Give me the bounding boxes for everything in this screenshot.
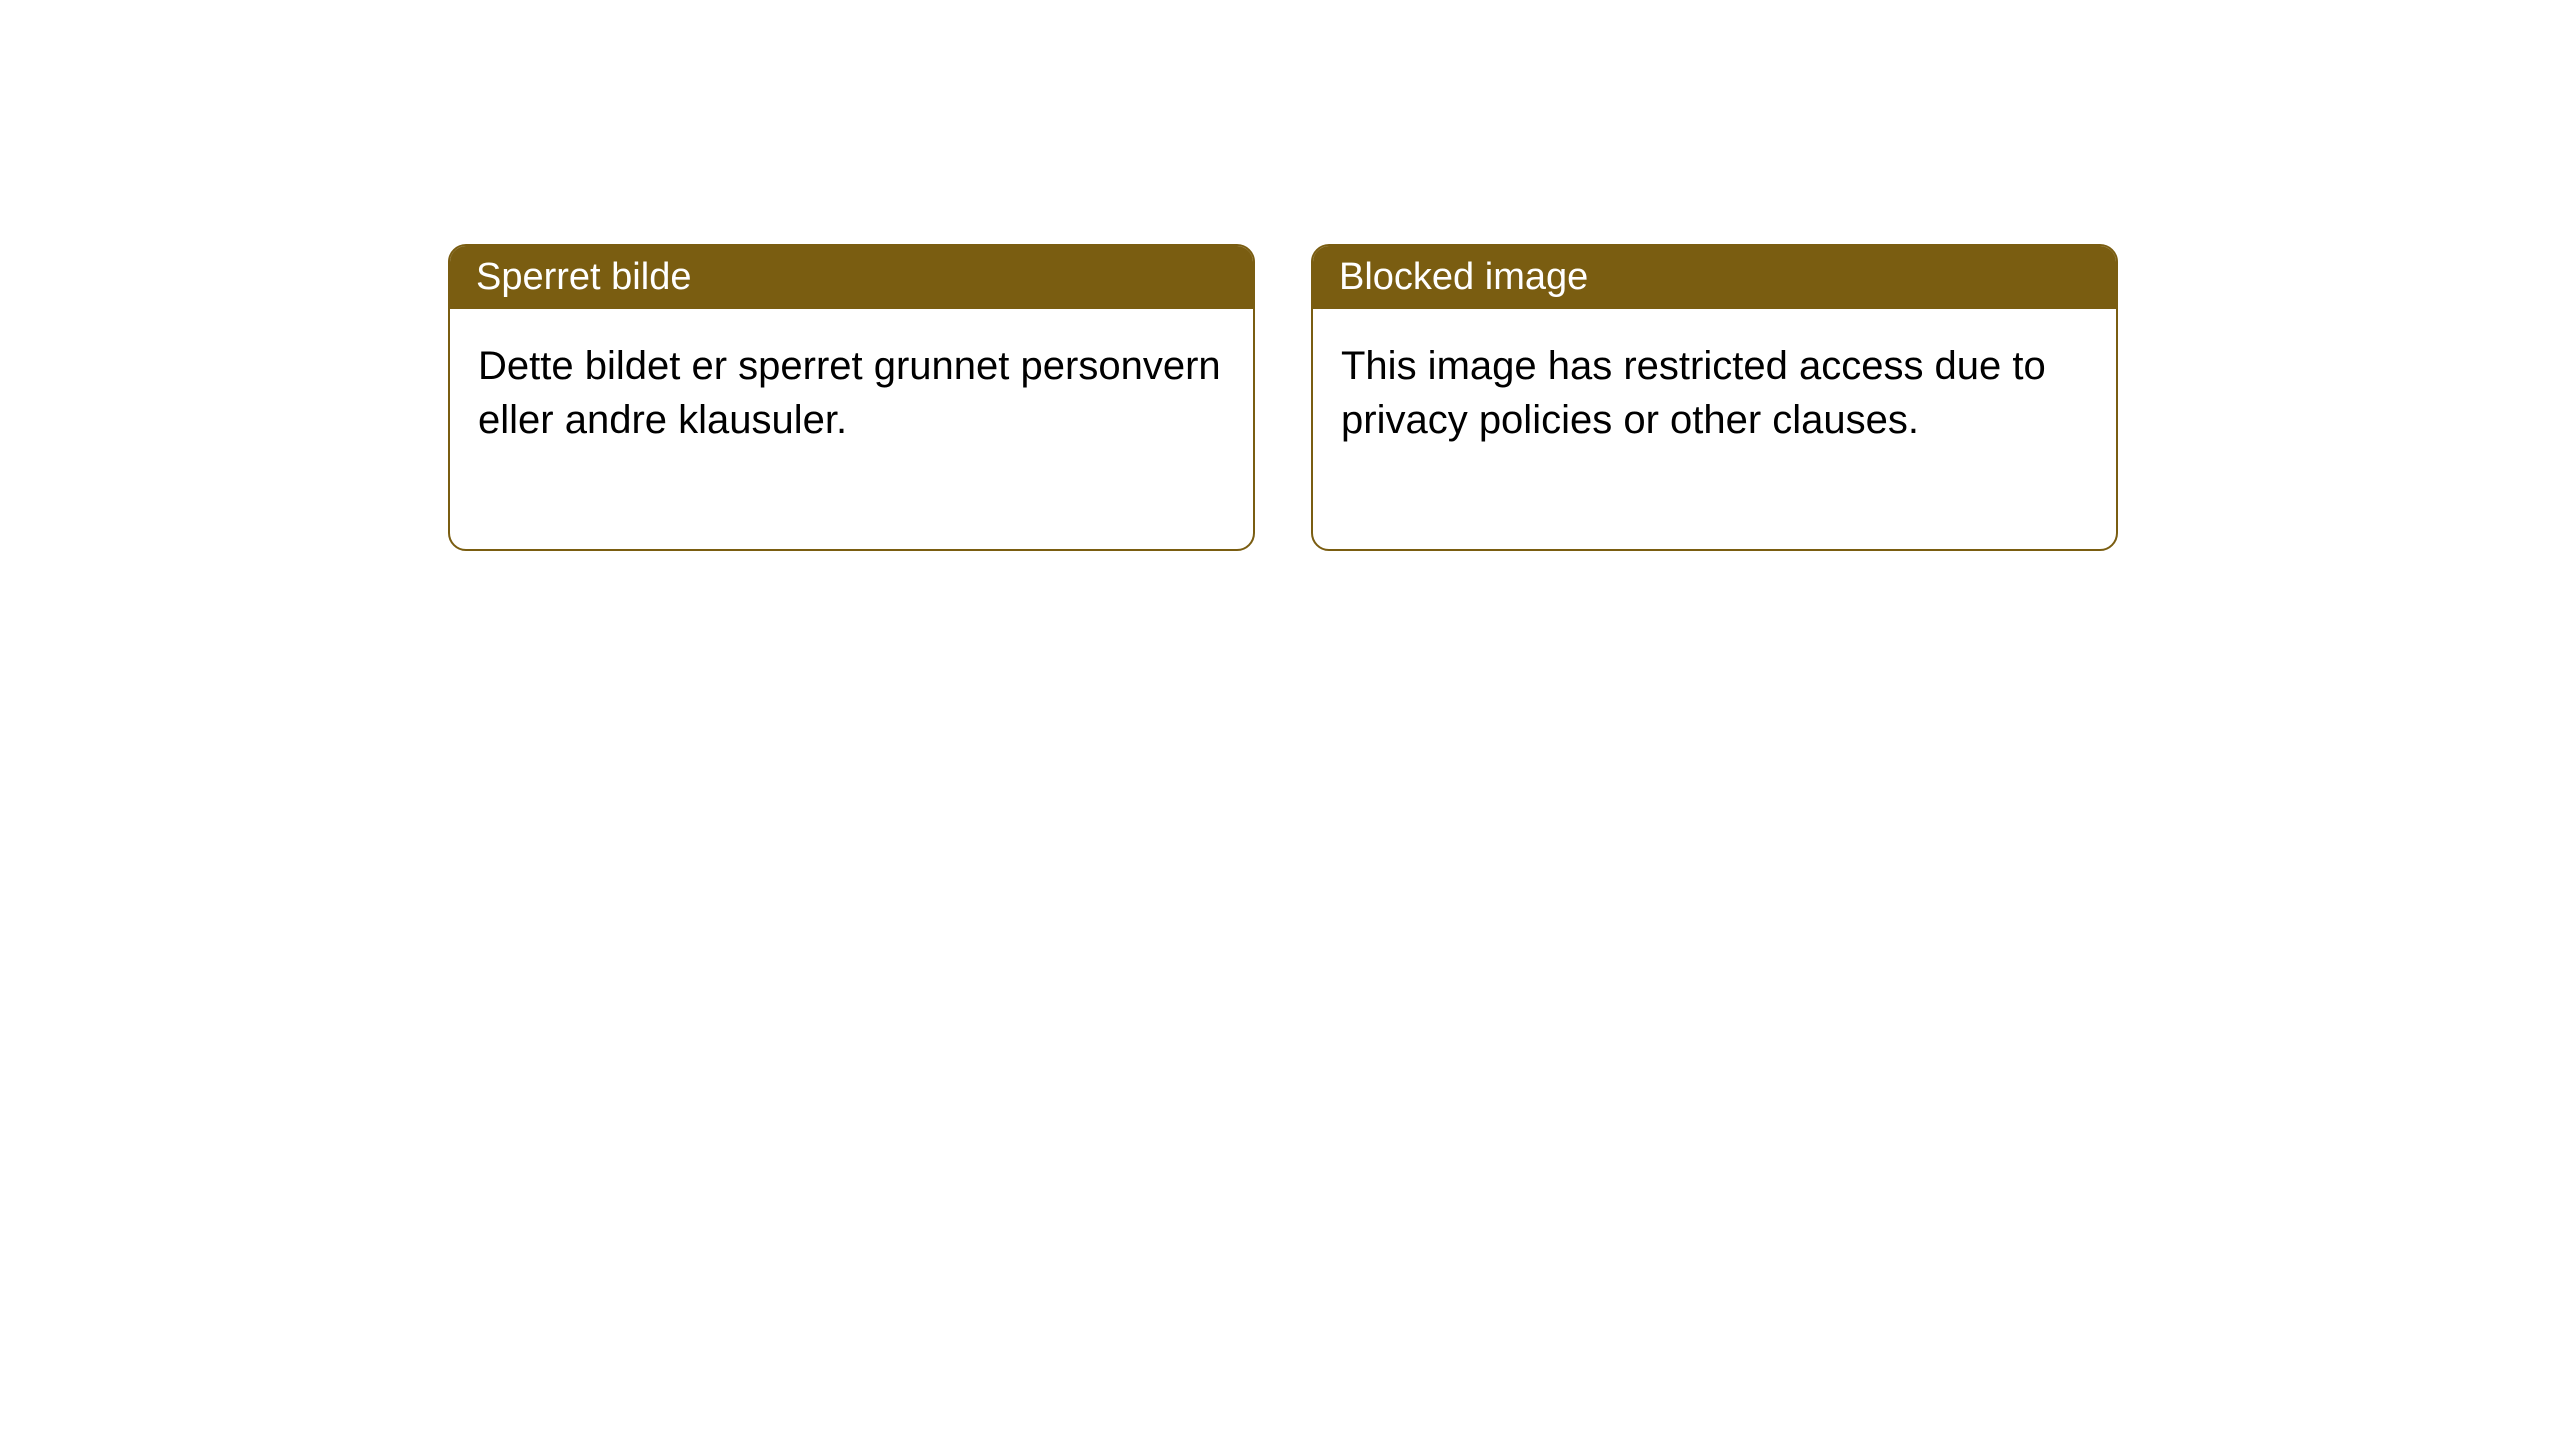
card-title: Blocked image (1339, 256, 1588, 298)
card-body: This image has restricted access due to … (1313, 309, 2116, 549)
notice-cards-container: Sperret bilde Dette bildet er sperret gr… (0, 0, 2560, 551)
notice-card-english: Blocked image This image has restricted … (1311, 244, 2118, 551)
card-header: Sperret bilde (450, 246, 1253, 309)
card-body-text: Dette bildet er sperret grunnet personve… (478, 344, 1221, 442)
card-body: Dette bildet er sperret grunnet personve… (450, 309, 1253, 549)
card-title: Sperret bilde (476, 256, 691, 298)
card-header: Blocked image (1313, 246, 2116, 309)
notice-card-norwegian: Sperret bilde Dette bildet er sperret gr… (448, 244, 1255, 551)
card-body-text: This image has restricted access due to … (1341, 344, 2046, 442)
